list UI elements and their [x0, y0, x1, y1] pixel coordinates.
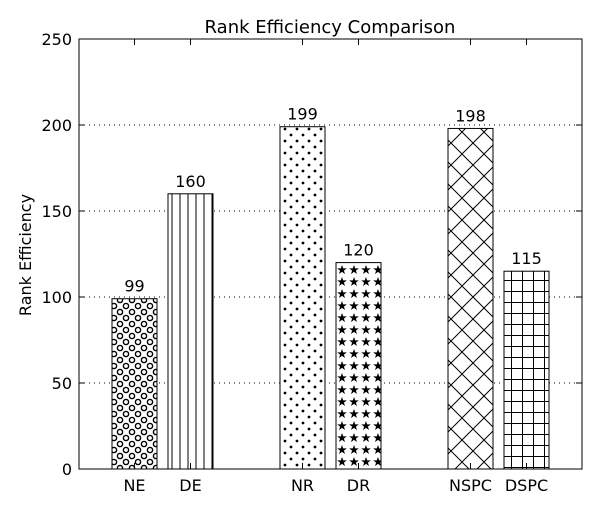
bar-dspc	[503, 270, 550, 470]
x-tick-label-nspc: NSPC	[449, 476, 492, 495]
data-label-nspc: 198	[455, 106, 486, 125]
data-label-dspc: 115	[511, 249, 542, 268]
y-tick-label: 200	[41, 116, 72, 135]
axis-ticks: 0 50 100 150 200 250 NE DE NR DR NSPC DSPC	[41, 30, 582, 495]
y-tick-label: 50	[52, 374, 72, 393]
bar-ne	[111, 298, 158, 470]
data-label-ne: 99	[124, 277, 144, 296]
y-tick-label: 100	[41, 288, 72, 307]
bar-nr	[279, 126, 326, 470]
y-tick-label: 150	[41, 202, 72, 221]
bar-nspc	[447, 127, 494, 470]
x-tick-label-nr: NR	[291, 476, 314, 495]
data-labels: 99 160 199 120 198 115	[124, 105, 541, 296]
y-tick-label: 250	[41, 30, 72, 49]
data-label-dr: 120	[343, 241, 374, 260]
bars	[111, 126, 550, 470]
y-axis-label: Rank Efficiency	[16, 194, 35, 316]
x-tick-label-dr: DR	[347, 476, 370, 495]
x-tick-label-de: DE	[179, 476, 201, 495]
chart-title: Rank Efficiency Comparison	[205, 17, 456, 38]
bar-dr	[335, 262, 382, 470]
x-tick-label-ne: NE	[123, 476, 145, 495]
data-label-de: 160	[175, 172, 206, 191]
y-tick-label: 0	[62, 460, 72, 479]
plot-frame	[78, 38, 583, 470]
data-label-nr: 199	[287, 105, 318, 124]
x-tick-label-dspc: DSPC	[505, 476, 548, 495]
bar-de	[167, 193, 214, 470]
